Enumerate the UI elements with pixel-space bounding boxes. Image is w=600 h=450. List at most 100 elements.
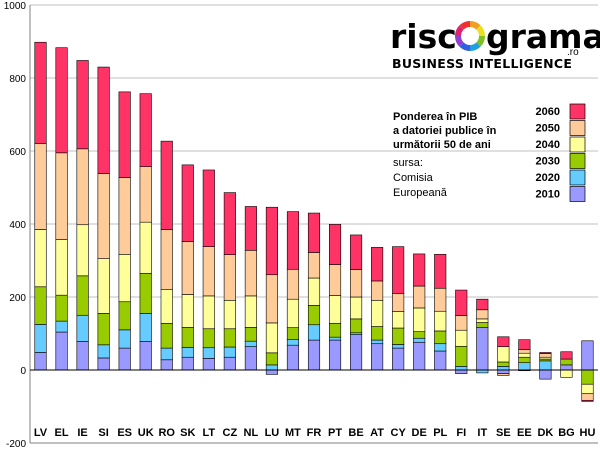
bar-segment-mt-2020 [286, 339, 300, 346]
bar-segment-pt-2040 [328, 295, 342, 324]
bar-segment-si-2010 [97, 357, 110, 371]
bar-segment-se-2060 [497, 336, 510, 347]
legend-label-2060: 2060 [536, 106, 560, 118]
bar-segment-it-2040 [476, 318, 489, 323]
bar-segment-si-2040 [97, 258, 110, 314]
bar-segment-be-2030 [350, 318, 363, 334]
x-tick-label-es: ES [117, 427, 132, 439]
bar-segment-si-2030 [97, 313, 110, 346]
bar-segment-se-2050 [497, 373, 510, 376]
x-tick-label-dk: DK [537, 427, 553, 439]
ring-segment [476, 35, 485, 47]
legend-entries: 2060 2050 2040 2030 2020 2010 [536, 103, 586, 202]
bar-segment-de-2030 [413, 331, 426, 339]
bar-segment-el-2020 [55, 320, 68, 333]
bar-segment-se-2020 [497, 366, 510, 371]
bar-segment-nl-2050 [244, 249, 257, 297]
bar-segment-ro-2060 [160, 140, 173, 230]
bar-segment-es-2020 [118, 329, 131, 349]
bar-segment-lt-2040 [202, 295, 215, 330]
bar-segment-dk-2050 [539, 353, 552, 358]
bar-segment-sk-2010 [181, 356, 194, 371]
bar-segment-dk-2010 [539, 369, 552, 380]
bar-segment-lu-2060 [265, 206, 278, 276]
legend-label-2020: 2020 [536, 172, 560, 184]
bar-segment-ee-2030 [518, 356, 531, 364]
bar-segment-el-2010 [55, 331, 68, 371]
bar-segment-be-2040 [350, 296, 363, 320]
bar-segment-es-2010 [118, 347, 131, 371]
legend-swatch-2040 [569, 136, 586, 153]
bar-segment-ie-2040 [76, 224, 89, 277]
x-tick-label-sk: SK [180, 427, 195, 439]
legend-swatch-2050 [569, 120, 586, 136]
x-tick-label-hu: HU [580, 427, 596, 439]
bar-segment-fi-2060 [455, 289, 468, 316]
brand-part1: risc [390, 17, 457, 56]
x-tick-label-cy: CY [391, 427, 407, 439]
bar-segment-fi-2030 [455, 345, 468, 367]
x-tick-label-cz: CZ [223, 427, 238, 439]
bar-segment-el-2040 [55, 239, 68, 296]
bar-segment-fr-2060 [307, 212, 321, 253]
bar-segment-fr-2010 [307, 339, 321, 371]
bar-segment-hu-2010 [581, 340, 594, 371]
bar-segment-ie-2050 [76, 148, 89, 226]
x-tick-label-lv: LV [34, 427, 48, 439]
ring-segment [459, 42, 471, 51]
bar-segment-uk-2020 [139, 313, 152, 342]
bar-segment-de-2020 [413, 337, 426, 343]
ring-segment [455, 25, 464, 37]
bar-segment-si-2060 [97, 66, 110, 174]
bar-segment-hu-2030 [581, 369, 594, 385]
bar-segment-ee-2060 [518, 339, 531, 350]
bar-segment-lt-2050 [202, 246, 215, 297]
bar-segment-si-2050 [97, 173, 110, 259]
bar-segment-sk-2060 [181, 164, 194, 242]
bar-segment-ro-2040 [160, 289, 173, 324]
bar-segment-it-2050 [476, 309, 489, 320]
bar-segment-bg-2030 [560, 358, 573, 366]
bar-segment-bg-2010 [560, 364, 573, 371]
y-tick-label: 0 [20, 366, 26, 377]
bar-segment-lu-2040 [265, 322, 278, 354]
bar-segment-ie-2010 [76, 341, 89, 371]
bar-segment-lv-2050 [34, 143, 47, 230]
brand-part2: grama [486, 17, 600, 56]
bar-segment-ro-2020 [160, 347, 173, 361]
bar-segment-de-2010 [413, 341, 426, 371]
y-tick-label: 600 [9, 147, 26, 158]
x-tick-label-lt: LT [203, 427, 216, 439]
bar-segment-lu-2010 [265, 369, 278, 375]
x-tick-label-se: SE [496, 427, 511, 439]
x-tick-label-uk: UK [138, 427, 154, 439]
bar-segment-sk-2040 [181, 294, 194, 328]
bar-segment-mt-2050 [286, 268, 300, 300]
x-tick-label-mt: MT [285, 427, 301, 439]
bar-segment-cy-2010 [392, 347, 405, 371]
ring-segment [455, 35, 464, 47]
y-tick-label: 200 [9, 293, 26, 304]
x-tick-label-fr: FR [307, 427, 322, 439]
bar-segment-sk-2020 [181, 347, 194, 358]
legend-source-line-3: Europeană [393, 187, 448, 199]
bar-segment-nl-2060 [244, 206, 257, 251]
bar-segment-lt-2030 [202, 328, 215, 349]
bar-segment-hu-2050 [581, 393, 594, 401]
bar-segment-lv-2030 [34, 286, 47, 325]
bar-segment-dk-2020 [539, 360, 552, 371]
bar-segment-be-2010 [350, 334, 363, 371]
legend-swatch-2030 [569, 153, 586, 169]
bar-segment-sk-2030 [181, 326, 194, 348]
bar-segment-es-2060 [118, 91, 131, 178]
bar-segment-cy-2020 [392, 344, 405, 349]
x-tick-label-lu: LU [265, 427, 280, 439]
bar-segment-at-2010 [371, 343, 384, 371]
bar-segment-pl-2060 [434, 253, 447, 289]
bar-segment-pl-2050 [434, 287, 447, 312]
ring-segment [476, 25, 485, 37]
bar-segment-mt-2040 [286, 298, 300, 328]
bar-segment-lu-2050 [265, 274, 278, 324]
bar-segment-be-2060 [350, 234, 363, 270]
